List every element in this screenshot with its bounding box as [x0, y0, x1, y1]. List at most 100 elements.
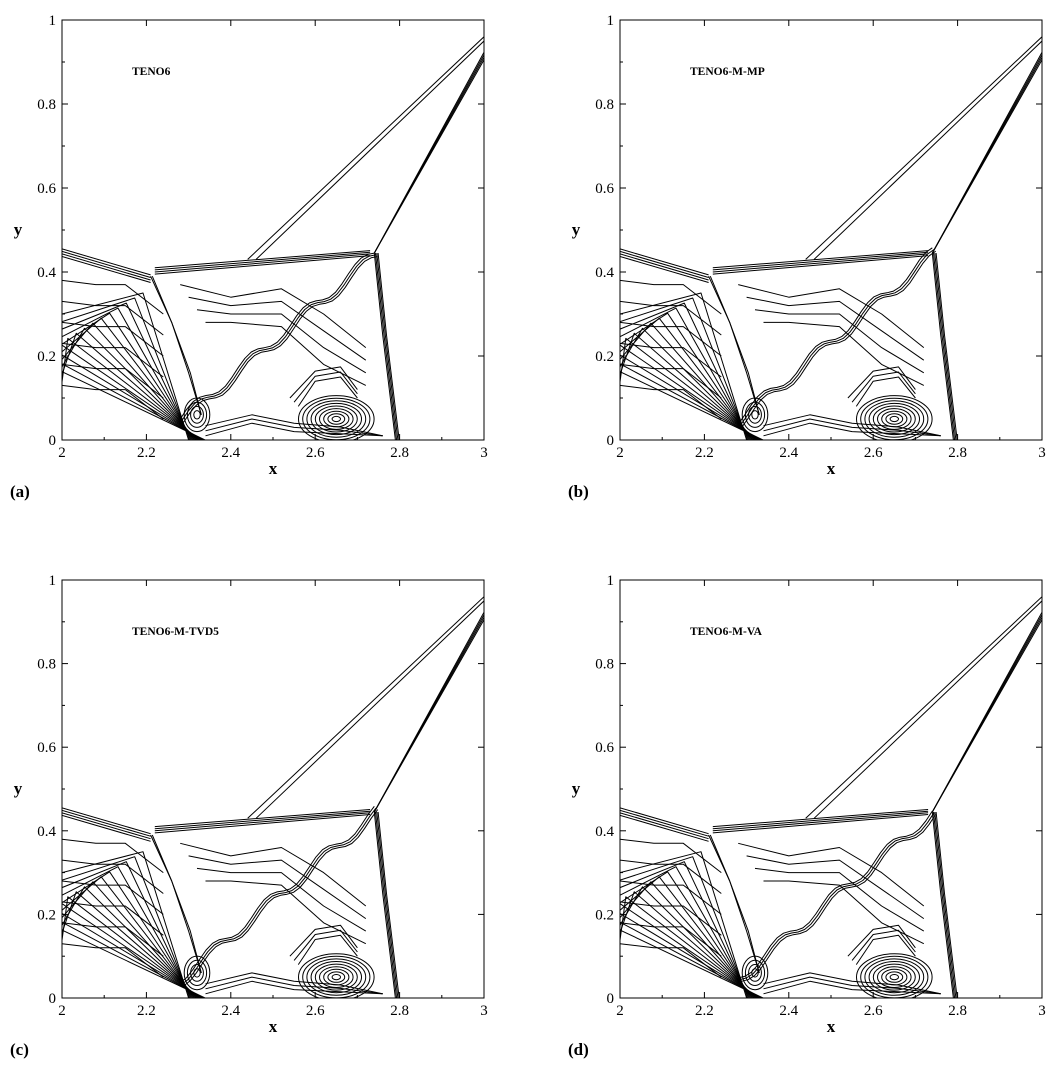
expansion-contour — [620, 297, 749, 440]
x-tick-label: 2.6 — [306, 1003, 325, 1019]
left-region-contour — [62, 901, 164, 936]
slip-line — [150, 834, 202, 974]
y-tick-label: 1 — [49, 573, 57, 589]
x-tick-label: 2.6 — [864, 445, 883, 461]
oblique-shock-line — [931, 611, 1042, 813]
y-tick-label: 0 — [49, 433, 57, 449]
mach-stem-line — [934, 811, 957, 998]
small-vortex-contour — [183, 955, 211, 991]
contour-field — [620, 36, 1042, 440]
vortex-arc-contour — [289, 924, 358, 957]
x-tick-label: 2.6 — [306, 445, 325, 461]
vortex-arc-contour — [293, 929, 358, 961]
left-region-contour — [620, 342, 722, 378]
x-tick-label: 2.8 — [390, 445, 409, 461]
expansion-contour — [62, 891, 200, 998]
wall-contour — [763, 422, 941, 437]
x-tick-label: 2.8 — [948, 1003, 967, 1019]
vortex-contour — [298, 395, 375, 440]
slip-line — [708, 834, 760, 974]
shear-layer-line — [737, 247, 933, 425]
expansion-contour — [62, 363, 205, 440]
y-tick-label: 0.6 — [595, 740, 614, 756]
y-tick-label: 1 — [49, 13, 57, 29]
expansion-contour — [62, 851, 190, 998]
expansion-contour — [62, 312, 195, 440]
wall-contour — [763, 972, 941, 995]
incident-shock-line — [620, 807, 709, 835]
incident-shock-line — [62, 253, 151, 281]
small-vortex-contour — [748, 405, 762, 424]
incident-shock-line — [620, 812, 709, 840]
wall-contour — [205, 976, 383, 995]
plot-frame — [619, 579, 1043, 999]
oblique-shock-line — [931, 52, 1042, 254]
post-shock-contour — [746, 855, 925, 920]
expansion-contour — [620, 317, 754, 440]
x-tick-label: 2 — [58, 1003, 66, 1019]
post-shock-contour — [763, 321, 925, 386]
y-tick-label: 0.4 — [37, 824, 56, 840]
panel-title: TENO6-M-TVD5 — [132, 626, 219, 638]
x-tick-label: 3 — [1038, 445, 1046, 461]
post-shock-contour — [763, 880, 925, 945]
left-region-contour — [62, 838, 164, 873]
small-vortex-contour — [748, 964, 762, 982]
expansion-contour — [62, 861, 192, 998]
left-region-contour — [62, 859, 164, 894]
weak-shock-line — [255, 40, 484, 260]
expansion-contour — [62, 871, 195, 998]
y-tick-label: 0 — [607, 433, 615, 449]
shear-layer-line — [183, 809, 379, 987]
plot-frame — [61, 579, 485, 999]
vortex-contour — [889, 974, 899, 981]
vortex-contour — [877, 408, 912, 430]
expansion-contour — [62, 332, 200, 440]
expansion-contour — [62, 337, 201, 440]
x-tick-label: 2 — [616, 445, 624, 461]
expansion-contour — [62, 292, 190, 440]
x-tick-label: 2.4 — [779, 1003, 798, 1019]
left-region-contour — [620, 363, 722, 399]
shear-layer-line — [179, 252, 375, 420]
y-tick-label: 0.6 — [37, 740, 56, 756]
expansion-contour — [620, 896, 759, 998]
mach-stem-line — [373, 253, 396, 440]
expansion-contour — [620, 302, 750, 440]
expansion-contour — [620, 912, 761, 998]
expansion-contour — [620, 856, 749, 998]
panel-a: 2 2.2 2.4 2.6 2.8 3 0 0.2 0.4 0.6 0.8 1 x y TENO6 (a) — [10, 13, 488, 501]
vortex-contour — [856, 953, 933, 998]
expansion-contour — [620, 871, 753, 998]
vortex-contour — [306, 958, 367, 996]
vortex-arc-contour — [851, 929, 916, 961]
x-tick-label: 2.2 — [137, 1003, 156, 1019]
vortex-contour — [885, 971, 904, 983]
expansion-contour — [620, 307, 751, 440]
contour-field — [62, 596, 484, 998]
left-region-contour — [62, 880, 164, 915]
vortex-contour — [868, 961, 920, 994]
x-tick-label: 2.2 — [137, 445, 156, 461]
post-shock-contour — [188, 296, 367, 361]
left-region-contour — [62, 943, 164, 978]
small-vortex-contour — [741, 955, 769, 991]
expansion-contour — [620, 921, 763, 998]
x-tick-label: 2.4 — [221, 1003, 240, 1019]
reflected-shock-line — [154, 809, 371, 828]
small-vortex-contour — [744, 401, 766, 428]
y-tick-label: 1 — [607, 13, 615, 29]
reflected-shock-line — [154, 255, 371, 275]
post-shock-contour — [754, 867, 925, 932]
expansion-contour — [62, 881, 197, 998]
left-region-contour — [620, 901, 722, 936]
shear-layer-line — [183, 256, 378, 423]
shear-layer-line — [739, 812, 935, 981]
incident-shock-line — [620, 250, 709, 278]
y-tick-label: 0.6 — [595, 181, 614, 197]
expansion-contour — [620, 866, 751, 998]
wall-contour — [205, 414, 383, 437]
vortex-contour — [872, 963, 916, 991]
oblique-shock-line — [373, 52, 484, 254]
